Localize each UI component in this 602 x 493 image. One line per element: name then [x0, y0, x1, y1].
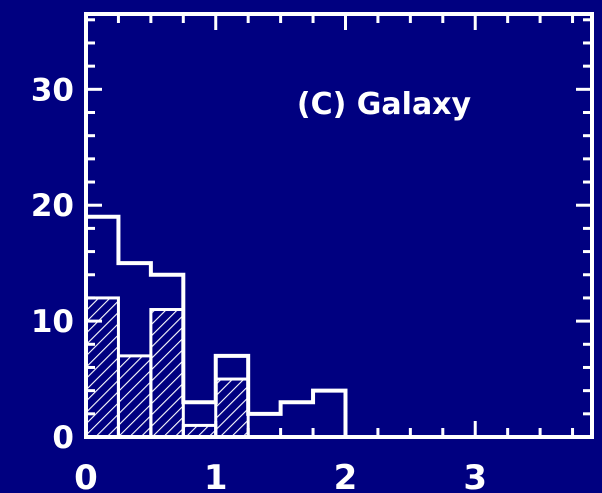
- hatched-bar: [149, 308, 185, 439]
- x-tick-label: 1: [204, 458, 228, 493]
- hatched-bar: [116, 354, 153, 439]
- y-tick-label: 30: [31, 72, 74, 108]
- y-tick-label: 0: [52, 420, 74, 456]
- x-tick-label: 0: [74, 458, 98, 493]
- outline-series-line: [84, 214, 348, 437]
- plot-frame: [84, 12, 594, 439]
- y-tick-label: 10: [31, 304, 74, 340]
- hatched-bar: [214, 377, 250, 439]
- chart-annotation: (C) Galaxy: [297, 87, 472, 122]
- hatched-series: [84, 296, 250, 439]
- x-tick-label: 2: [334, 458, 358, 493]
- x-tick-label: 3: [463, 458, 487, 493]
- y-tick-label: 20: [31, 188, 74, 224]
